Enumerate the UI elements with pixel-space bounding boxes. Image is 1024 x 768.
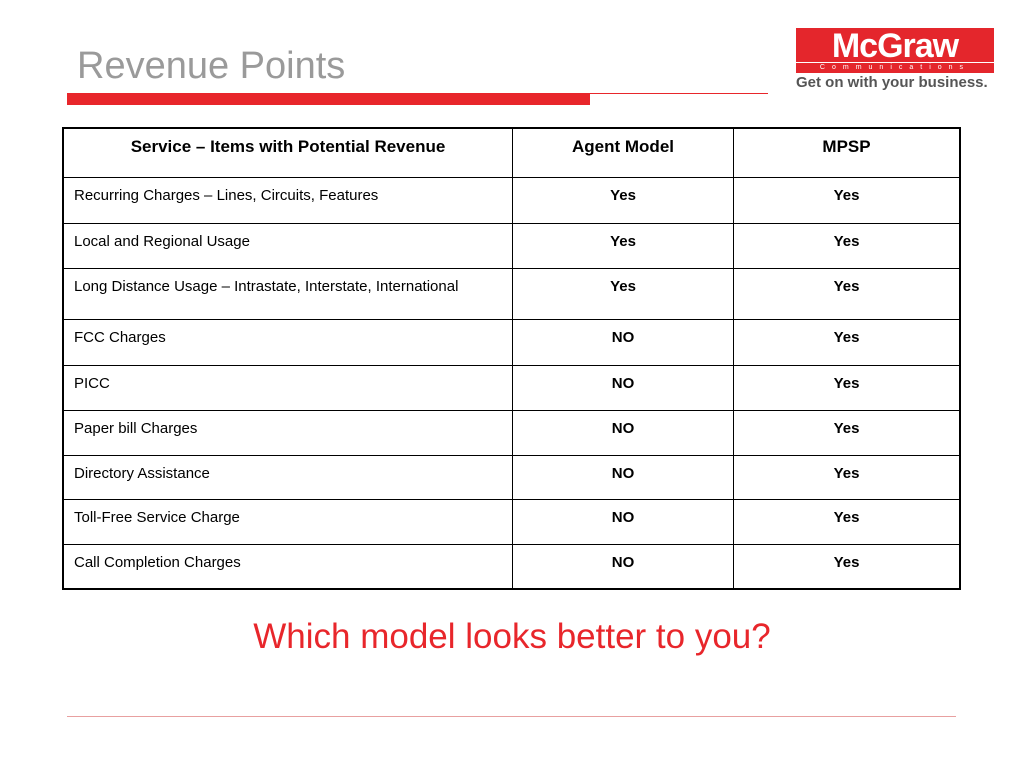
title-underline-bar xyxy=(67,93,590,105)
table-row: FCC Charges NO Yes xyxy=(62,319,961,366)
closing-question: Which model looks better to you? xyxy=(253,617,771,656)
table-row: PICC NO Yes xyxy=(62,365,961,411)
service-cell: FCC Charges xyxy=(62,319,513,366)
agent-model-cell: Yes xyxy=(512,268,734,320)
mcgraw-logo: McGraw Communications Get on with your b… xyxy=(796,28,996,92)
agent-model-cell: NO xyxy=(512,319,734,366)
revenue-table: Service – Items with Potential Revenue A… xyxy=(62,127,961,590)
table-row: Recurring Charges – Lines, Circuits, Fea… xyxy=(62,177,961,224)
service-cell: Toll-Free Service Charge xyxy=(62,499,513,545)
column-header-agent-model: Agent Model xyxy=(512,127,734,178)
service-cell: Paper bill Charges xyxy=(62,410,513,456)
footer-rule xyxy=(67,716,956,717)
agent-model-cell: NO xyxy=(512,499,734,545)
table-row: Toll-Free Service Charge NO Yes xyxy=(62,499,961,545)
mpsp-cell: Yes xyxy=(733,268,961,320)
table-row: Paper bill Charges NO Yes xyxy=(62,410,961,456)
column-header-service: Service – Items with Potential Revenue xyxy=(62,127,513,178)
agent-model-cell: NO xyxy=(512,544,734,589)
table-row: Local and Regional Usage Yes Yes xyxy=(62,223,961,269)
mpsp-cell: Yes xyxy=(733,223,961,269)
slide-title: Revenue Points xyxy=(77,45,346,87)
mpsp-cell: Yes xyxy=(733,455,961,500)
logo-subtitle: Communications xyxy=(796,62,994,73)
logo-wordmark: McGraw xyxy=(796,28,994,62)
service-cell: Directory Assistance xyxy=(62,455,513,500)
mpsp-cell: Yes xyxy=(733,177,961,224)
agent-model-cell: Yes xyxy=(512,223,734,269)
agent-model-cell: Yes xyxy=(512,177,734,224)
mpsp-cell: Yes xyxy=(733,499,961,545)
agent-model-cell: NO xyxy=(512,365,734,411)
service-cell: Long Distance Usage – Intrastate, Inters… xyxy=(62,268,513,320)
table-header-row: Service – Items with Potential Revenue A… xyxy=(62,127,961,178)
service-cell: Local and Regional Usage xyxy=(62,223,513,269)
agent-model-cell: NO xyxy=(512,410,734,456)
logo-tagline: Get on with your business. xyxy=(796,74,988,91)
mpsp-cell: Yes xyxy=(733,544,961,589)
agent-model-cell: NO xyxy=(512,455,734,500)
service-cell: Call Completion Charges xyxy=(62,544,513,589)
mpsp-cell: Yes xyxy=(733,410,961,456)
service-cell: PICC xyxy=(62,365,513,411)
table-row: Call Completion Charges NO Yes xyxy=(62,544,961,589)
mpsp-cell: Yes xyxy=(733,365,961,411)
column-header-mpsp: MPSP xyxy=(733,127,961,178)
table-row: Directory Assistance NO Yes xyxy=(62,455,961,500)
table-row: Long Distance Usage – Intrastate, Inters… xyxy=(62,268,961,320)
mpsp-cell: Yes xyxy=(733,319,961,366)
title-underline-rule xyxy=(590,93,768,94)
service-cell: Recurring Charges – Lines, Circuits, Fea… xyxy=(62,177,513,224)
